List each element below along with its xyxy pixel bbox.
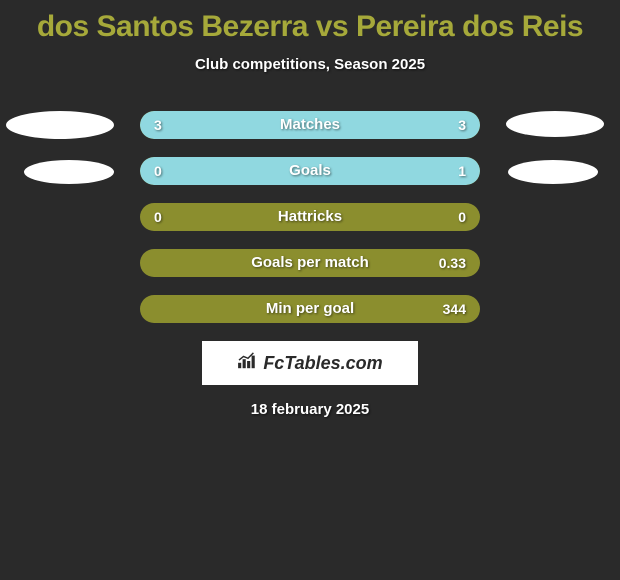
subtitle: Club competitions, Season 2025: [0, 56, 620, 73]
stat-row-goals-per-match: Goals per match 0.33: [140, 249, 480, 277]
stat-row-goals: 0 Goals 1: [140, 157, 480, 185]
stat-row-hattricks: 0 Hattricks 0: [140, 203, 480, 231]
stat-value-right: 0: [458, 203, 466, 231]
stat-value-right: 1: [458, 157, 466, 185]
chart-icon: [237, 352, 259, 375]
player2-badge-placeholder: [508, 160, 598, 184]
stat-label: Min per goal: [140, 295, 480, 323]
stat-value-right: 344: [443, 295, 466, 323]
stat-label: Goals per match: [140, 249, 480, 277]
stat-label: Hattricks: [140, 203, 480, 231]
brand-text: FcTables.com: [263, 353, 382, 374]
stat-row-matches: 3 Matches 3: [140, 111, 480, 139]
player1-badge-placeholder: [24, 160, 114, 184]
player2-photo-placeholder: [506, 111, 604, 137]
stat-row-min-per-goal: Min per goal 344: [140, 295, 480, 323]
page-title: dos Santos Bezerra vs Pereira dos Reis: [0, 0, 620, 44]
player1-photo-placeholder: [6, 111, 114, 139]
brand-badge: FcTables.com: [202, 341, 418, 385]
comparison-container: 3 Matches 3 0 Goals 1 0 Hattricks 0 Goal…: [0, 111, 620, 418]
stat-label: Matches: [140, 111, 480, 139]
stat-label: Goals: [140, 157, 480, 185]
date-text: 18 february 2025: [0, 401, 620, 418]
stat-value-right: 3: [458, 111, 466, 139]
stat-value-right: 0.33: [439, 249, 466, 277]
